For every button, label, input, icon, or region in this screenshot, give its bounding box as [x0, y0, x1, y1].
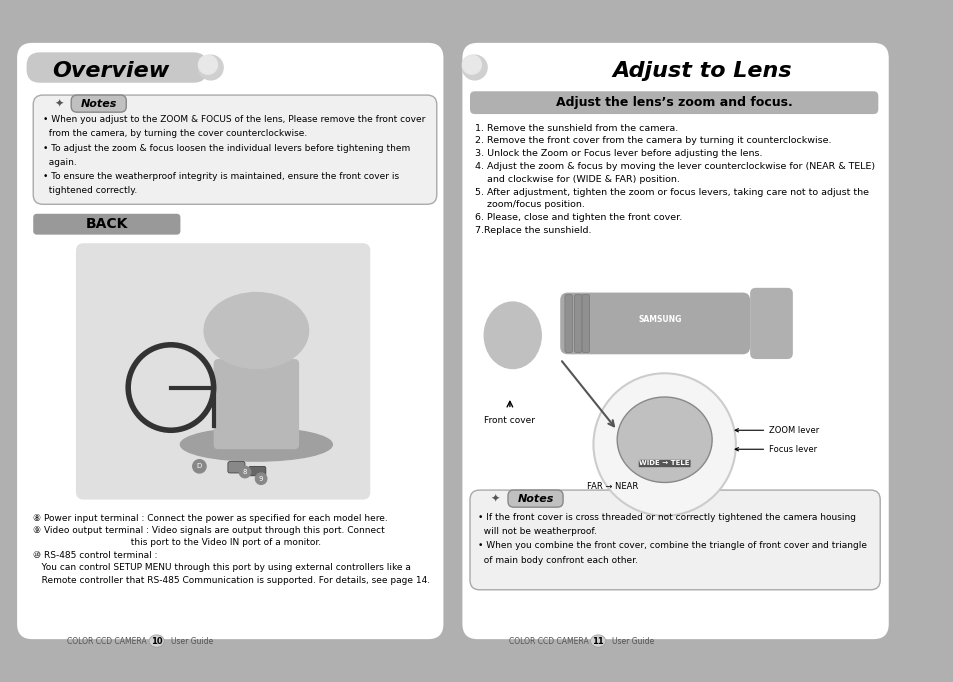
Circle shape [239, 466, 251, 477]
Text: 9: 9 [258, 475, 263, 481]
Text: Adjust to Lens: Adjust to Lens [612, 61, 792, 81]
Text: will not be weatherproof.: will not be weatherproof. [477, 527, 596, 536]
Text: ZOOM lever: ZOOM lever [735, 426, 819, 434]
FancyBboxPatch shape [213, 359, 299, 449]
Text: this port to the Video IN port of a monitor.: this port to the Video IN port of a moni… [33, 539, 321, 548]
Circle shape [198, 55, 223, 80]
Text: 8: 8 [242, 469, 247, 475]
FancyBboxPatch shape [470, 91, 878, 114]
Text: zoom/focus position.: zoom/focus position. [475, 201, 584, 209]
Text: 7.Replace the sunshield.: 7.Replace the sunshield. [475, 226, 591, 235]
Text: BACK: BACK [86, 217, 129, 231]
Text: SAMSUNG: SAMSUNG [638, 314, 680, 324]
Text: 6. Please, close and tighten the front cover.: 6. Please, close and tighten the front c… [475, 213, 681, 222]
Text: ✦: ✦ [54, 99, 64, 108]
Text: • When you adjust to the ZOOM & FOCUS of the lens, Please remove the front cover: • When you adjust to the ZOOM & FOCUS of… [43, 115, 425, 124]
Ellipse shape [149, 635, 164, 647]
Text: 11: 11 [592, 636, 603, 646]
Text: 4. Adjust the zoom & focus by moving the lever counterclockwise for (NEAR & TELE: 4. Adjust the zoom & focus by moving the… [475, 162, 874, 171]
FancyBboxPatch shape [33, 213, 180, 235]
FancyBboxPatch shape [749, 288, 792, 359]
Text: 10: 10 [151, 636, 162, 646]
Text: ✦: ✦ [491, 494, 499, 503]
Ellipse shape [180, 428, 332, 461]
Text: Notes: Notes [80, 99, 117, 108]
Text: 5. After adjustment, tighten the zoom or focus levers, taking care not to adjust: 5. After adjustment, tighten the zoom or… [475, 188, 868, 196]
Circle shape [193, 460, 206, 473]
FancyBboxPatch shape [574, 295, 581, 353]
FancyBboxPatch shape [228, 462, 245, 473]
Circle shape [198, 55, 217, 74]
Text: Front cover: Front cover [484, 416, 535, 425]
Text: 3. Unlock the Zoom or Focus lever before adjusting the lens.: 3. Unlock the Zoom or Focus lever before… [475, 149, 761, 158]
Text: Notes: Notes [517, 494, 553, 503]
Text: tightened correctly.: tightened correctly. [43, 186, 137, 195]
FancyBboxPatch shape [559, 293, 749, 354]
Text: User Guide: User Guide [612, 636, 654, 646]
Text: from the camera, by turning the cover counterclockwise.: from the camera, by turning the cover co… [43, 130, 307, 138]
Ellipse shape [484, 302, 540, 368]
Text: FAR → NEAR: FAR → NEAR [586, 482, 638, 492]
Text: COLOR CCD CAMERA: COLOR CCD CAMERA [508, 636, 588, 646]
Text: • To ensure the weatherproof integrity is maintained, ensure the front cover is: • To ensure the weatherproof integrity i… [43, 172, 398, 181]
Circle shape [462, 55, 481, 74]
Text: Overview: Overview [52, 61, 170, 81]
FancyBboxPatch shape [71, 95, 126, 112]
Text: 1. Remove the sunshield from the camera.: 1. Remove the sunshield from the camera. [475, 123, 678, 132]
Text: D: D [196, 463, 202, 469]
Text: COLOR CCD CAMERA: COLOR CCD CAMERA [68, 636, 147, 646]
Text: and clockwise for (WIDE & FAR) position.: and clockwise for (WIDE & FAR) position. [475, 175, 679, 184]
Text: You can control SETUP MENU through this port by using external controllers like : You can control SETUP MENU through this … [33, 563, 411, 572]
Text: of main body confront each other.: of main body confront each other. [477, 556, 637, 565]
Ellipse shape [617, 397, 711, 482]
Text: ⑩ RS-485 control terminal :: ⑩ RS-485 control terminal : [33, 551, 157, 560]
FancyBboxPatch shape [564, 295, 572, 353]
FancyBboxPatch shape [249, 466, 266, 476]
Text: ⑧ Power input terminal : Connect the power as specified for each model here.: ⑧ Power input terminal : Connect the pow… [33, 514, 388, 523]
Text: again.: again. [43, 158, 76, 166]
Text: • When you combine the front cover, combine the triangle of front cover and tria: • When you combine the front cover, comb… [477, 542, 865, 550]
FancyBboxPatch shape [462, 43, 888, 639]
Text: User Guide: User Guide [171, 636, 213, 646]
Text: WIDE → TELE: WIDE → TELE [639, 460, 689, 466]
FancyBboxPatch shape [581, 295, 589, 353]
Text: • If the front cover is cross threaded or not correctly tightened the camera hou: • If the front cover is cross threaded o… [477, 513, 855, 522]
Text: Remote controller that RS-485 Communication is supported. For details, see page : Remote controller that RS-485 Communicat… [33, 576, 430, 584]
Ellipse shape [204, 293, 308, 368]
Text: 2. Remove the front cover from the camera by turning it counterclockwise.: 2. Remove the front cover from the camer… [475, 136, 830, 145]
Text: Focus lever: Focus lever [735, 445, 817, 454]
FancyBboxPatch shape [33, 95, 436, 205]
Circle shape [462, 55, 487, 80]
FancyBboxPatch shape [27, 53, 207, 83]
Ellipse shape [590, 635, 605, 647]
FancyBboxPatch shape [507, 490, 562, 507]
FancyBboxPatch shape [470, 490, 880, 590]
Circle shape [593, 373, 735, 516]
Text: • To adjust the zoom & focus loosen the individual levers before tightening them: • To adjust the zoom & focus loosen the … [43, 143, 410, 153]
Text: Adjust the lens’s zoom and focus.: Adjust the lens’s zoom and focus. [556, 96, 792, 109]
FancyBboxPatch shape [76, 243, 370, 500]
Circle shape [255, 473, 267, 484]
FancyBboxPatch shape [17, 43, 443, 639]
Text: ⑨ Video output terminal : Video signals are output through this port. Connect: ⑨ Video output terminal : Video signals … [33, 526, 385, 535]
